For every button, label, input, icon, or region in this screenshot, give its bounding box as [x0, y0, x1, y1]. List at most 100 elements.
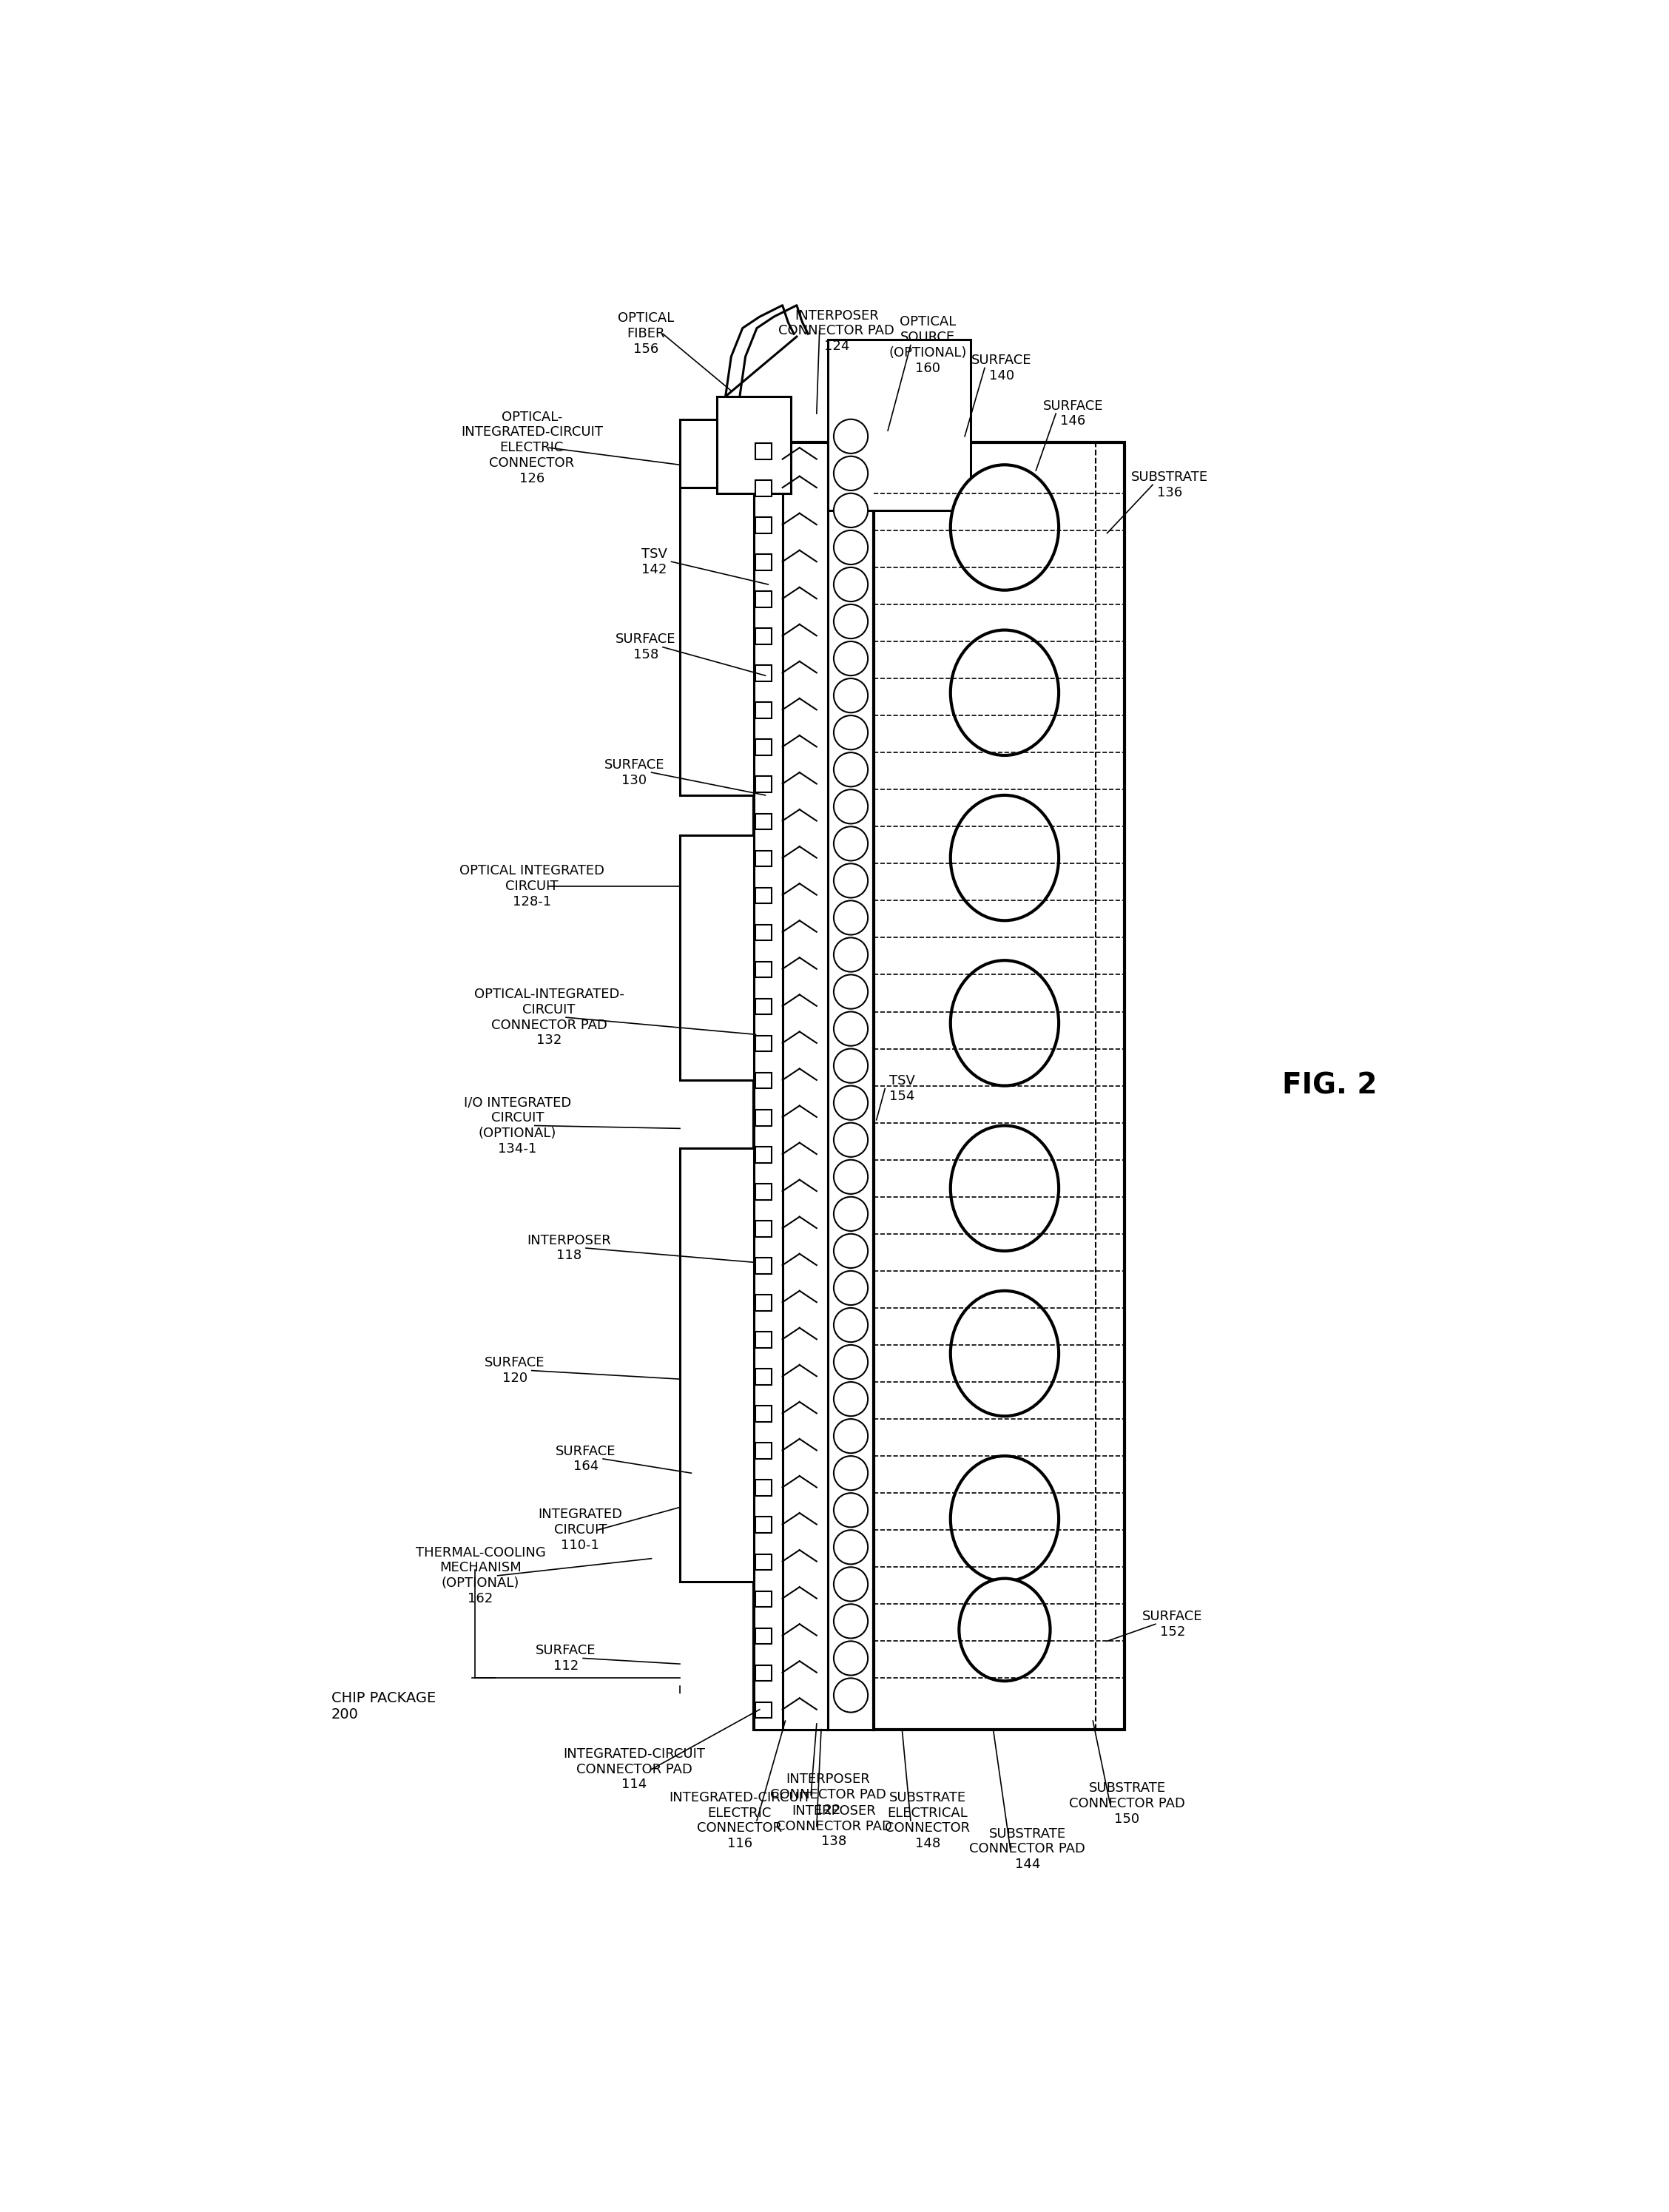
- Text: TSV
142: TSV 142: [641, 546, 668, 575]
- Ellipse shape: [834, 1418, 868, 1453]
- Bar: [718, 396, 791, 493]
- Ellipse shape: [834, 1234, 868, 1267]
- Bar: [828, 442, 873, 1730]
- Ellipse shape: [950, 1455, 1058, 1582]
- Text: SUBSTRATE
CONNECTOR PAD
144: SUBSTRATE CONNECTOR PAD 144: [970, 1827, 1085, 1871]
- Ellipse shape: [834, 420, 868, 453]
- Text: CHIP PACKAGE
200: CHIP PACKAGE 200: [332, 1692, 436, 1721]
- Text: INTEGRATED-CIRCUIT
CONNECTOR PAD
114: INTEGRATED-CIRCUIT CONNECTOR PAD 114: [564, 1747, 706, 1792]
- Bar: [679, 836, 754, 1079]
- Text: SURFACE
140: SURFACE 140: [971, 354, 1031, 383]
- Bar: [756, 628, 771, 644]
- Bar: [873, 442, 1125, 1730]
- Ellipse shape: [834, 1679, 868, 1712]
- Text: SURFACE
130: SURFACE 130: [604, 759, 664, 787]
- Ellipse shape: [834, 679, 868, 712]
- Text: OPTICAL-
INTEGRATED-CIRCUIT
ELECTRIC
CONNECTOR
126: OPTICAL- INTEGRATED-CIRCUIT ELECTRIC CON…: [461, 409, 603, 484]
- Text: SUBSTRATE
136: SUBSTRATE 136: [1132, 471, 1208, 500]
- Bar: [756, 1259, 771, 1274]
- Ellipse shape: [834, 1086, 868, 1119]
- Bar: [756, 962, 771, 978]
- Text: THERMAL-COOLING
MECHANISM
(OPTIONAL)
162: THERMAL-COOLING MECHANISM (OPTIONAL) 162: [416, 1546, 546, 1606]
- Bar: [756, 814, 771, 830]
- Ellipse shape: [834, 604, 868, 639]
- Bar: [756, 925, 771, 940]
- Ellipse shape: [950, 1292, 1058, 1416]
- Ellipse shape: [834, 863, 868, 898]
- Ellipse shape: [834, 1048, 868, 1084]
- Ellipse shape: [960, 1579, 1050, 1681]
- Ellipse shape: [834, 790, 868, 823]
- Ellipse shape: [834, 566, 868, 602]
- Bar: [756, 887, 771, 902]
- Ellipse shape: [834, 1493, 868, 1526]
- Bar: [756, 1442, 771, 1460]
- Ellipse shape: [834, 1382, 868, 1416]
- Bar: [756, 591, 771, 608]
- Bar: [756, 1555, 771, 1571]
- Ellipse shape: [834, 1455, 868, 1491]
- Bar: [756, 1146, 771, 1164]
- Text: SUBSTRATE
CONNECTOR PAD
150: SUBSTRATE CONNECTOR PAD 150: [1070, 1781, 1185, 1825]
- Ellipse shape: [834, 493, 868, 526]
- Ellipse shape: [834, 456, 868, 491]
- Bar: [756, 1628, 771, 1644]
- Bar: [679, 420, 754, 487]
- Bar: [756, 1110, 771, 1126]
- Bar: [754, 442, 873, 1730]
- Ellipse shape: [950, 1126, 1058, 1252]
- Bar: [756, 1332, 771, 1347]
- Text: I/O INTEGRATED
CIRCUIT
(OPTIONAL)
134-1: I/O INTEGRATED CIRCUIT (OPTIONAL) 134-1: [464, 1095, 571, 1155]
- Ellipse shape: [834, 1272, 868, 1305]
- Bar: [756, 1073, 771, 1088]
- Text: SURFACE
120: SURFACE 120: [484, 1356, 544, 1385]
- Text: SUBSTRATE
ELECTRICAL
CONNECTOR
148: SUBSTRATE ELECTRICAL CONNECTOR 148: [885, 1792, 970, 1849]
- Text: SURFACE
112: SURFACE 112: [536, 1644, 596, 1672]
- Text: INTEGRATED
CIRCUIT
110-1: INTEGRATED CIRCUIT 110-1: [537, 1509, 623, 1553]
- Bar: [754, 442, 783, 1730]
- Text: OPTICAL
FIBER
156: OPTICAL FIBER 156: [618, 312, 674, 356]
- Bar: [756, 849, 771, 867]
- Text: INTERPOSER
118: INTERPOSER 118: [527, 1234, 611, 1263]
- Text: SURFACE
152: SURFACE 152: [1143, 1610, 1203, 1639]
- Ellipse shape: [950, 960, 1058, 1086]
- Ellipse shape: [834, 1566, 868, 1601]
- Text: OPTICAL-INTEGRATED-
CIRCUIT
CONNECTOR PAD
132: OPTICAL-INTEGRATED- CIRCUIT CONNECTOR PA…: [474, 987, 624, 1046]
- Bar: [756, 666, 771, 681]
- Bar: [679, 487, 754, 794]
- Ellipse shape: [834, 1011, 868, 1046]
- Ellipse shape: [950, 794, 1058, 920]
- Bar: [756, 1183, 771, 1199]
- Ellipse shape: [834, 1307, 868, 1343]
- Ellipse shape: [834, 1604, 868, 1639]
- Bar: [756, 1294, 771, 1312]
- Ellipse shape: [834, 975, 868, 1009]
- Text: TSV
154: TSV 154: [890, 1075, 915, 1104]
- Bar: [756, 1517, 771, 1533]
- Ellipse shape: [834, 752, 868, 787]
- Text: SURFACE
146: SURFACE 146: [1043, 398, 1103, 427]
- Ellipse shape: [834, 1197, 868, 1232]
- Ellipse shape: [834, 1159, 868, 1194]
- Ellipse shape: [834, 938, 868, 971]
- Text: INTERPOSER
CONNECTOR PAD
138: INTERPOSER CONNECTOR PAD 138: [776, 1805, 891, 1849]
- Text: SURFACE
164: SURFACE 164: [556, 1444, 616, 1473]
- Bar: [756, 480, 771, 495]
- Text: OPTICAL
SOURCE
(OPTIONAL)
160: OPTICAL SOURCE (OPTIONAL) 160: [888, 316, 966, 374]
- Bar: [756, 1666, 771, 1681]
- Bar: [756, 1035, 771, 1051]
- Bar: [756, 1407, 771, 1422]
- Ellipse shape: [834, 827, 868, 860]
- Ellipse shape: [834, 1124, 868, 1157]
- Text: INTEGRATED-CIRCUIT
ELECTRIC
CONNECTOR
116: INTEGRATED-CIRCUIT ELECTRIC CONNECTOR 11…: [669, 1792, 811, 1849]
- Ellipse shape: [834, 1345, 868, 1378]
- Ellipse shape: [950, 630, 1058, 754]
- Ellipse shape: [834, 1641, 868, 1674]
- Ellipse shape: [834, 900, 868, 936]
- Ellipse shape: [834, 1531, 868, 1564]
- Bar: [783, 442, 828, 1730]
- Text: INTERPOSER
CONNECTOR PAD
122: INTERPOSER CONNECTOR PAD 122: [769, 1772, 886, 1816]
- Bar: [679, 1148, 754, 1582]
- Text: SURFACE
158: SURFACE 158: [616, 633, 676, 661]
- Bar: [756, 998, 771, 1015]
